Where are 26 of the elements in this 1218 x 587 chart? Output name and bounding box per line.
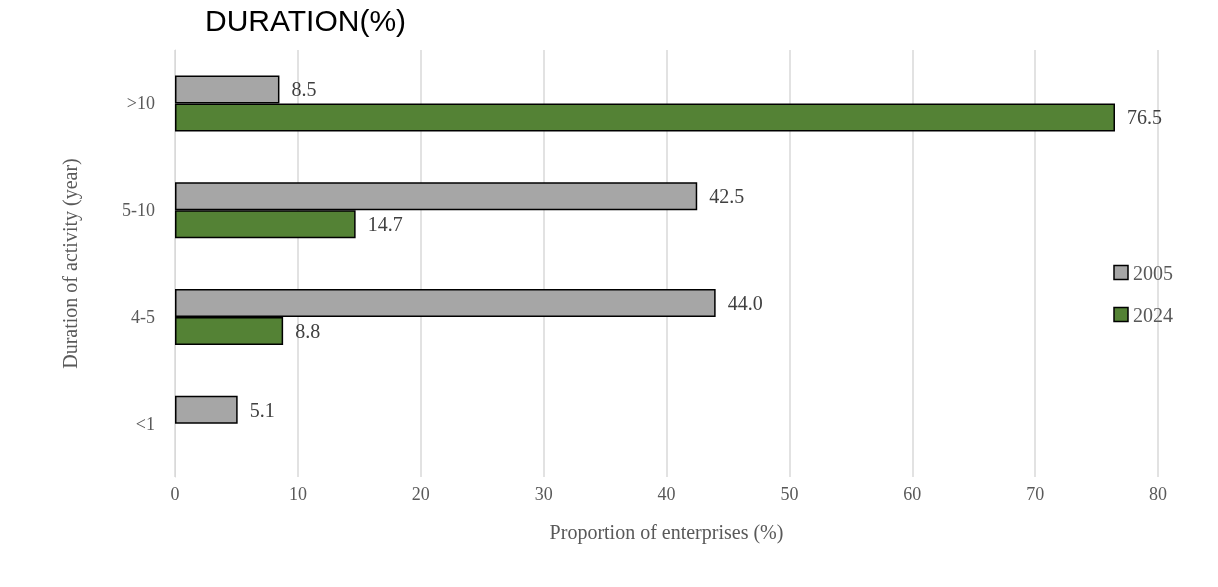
- x-tick-label: 30: [534, 484, 553, 504]
- chart-title: DURATION(%): [205, 3, 407, 37]
- x-axis-title: Proportion of enterprises (%): [549, 521, 784, 544]
- x-tick-label: 50: [780, 484, 799, 504]
- data-label: 5.1: [249, 398, 275, 421]
- y-tick-label: >10: [126, 93, 155, 114]
- legend-label: 2024: [1133, 303, 1173, 326]
- y-axis-title: Duration of activity (year): [59, 158, 82, 369]
- x-tick-label: 20: [411, 484, 430, 504]
- x-tick-label: 80: [1149, 484, 1167, 504]
- y-tick-label: 4-5: [131, 306, 155, 327]
- y-tick-label: <1: [135, 413, 155, 434]
- data-label: 76.5: [1126, 106, 1162, 129]
- data-label: 42.5: [709, 185, 745, 208]
- bar: [175, 395, 238, 424]
- data-label: 14.7: [367, 213, 403, 236]
- y-tick-label: 5-10: [122, 200, 155, 221]
- data-label: 8.5: [291, 78, 317, 101]
- x-tick-label: 10: [288, 484, 307, 504]
- x-tick-label: 70: [1026, 484, 1045, 504]
- data-label: 44.0: [727, 291, 763, 314]
- legend-label: 2005: [1133, 261, 1173, 284]
- data-label: 8.8: [295, 319, 321, 342]
- x-tick-label: 0: [170, 484, 180, 504]
- x-tick-label: 60: [903, 484, 922, 504]
- x-tick-label: 40: [657, 484, 676, 504]
